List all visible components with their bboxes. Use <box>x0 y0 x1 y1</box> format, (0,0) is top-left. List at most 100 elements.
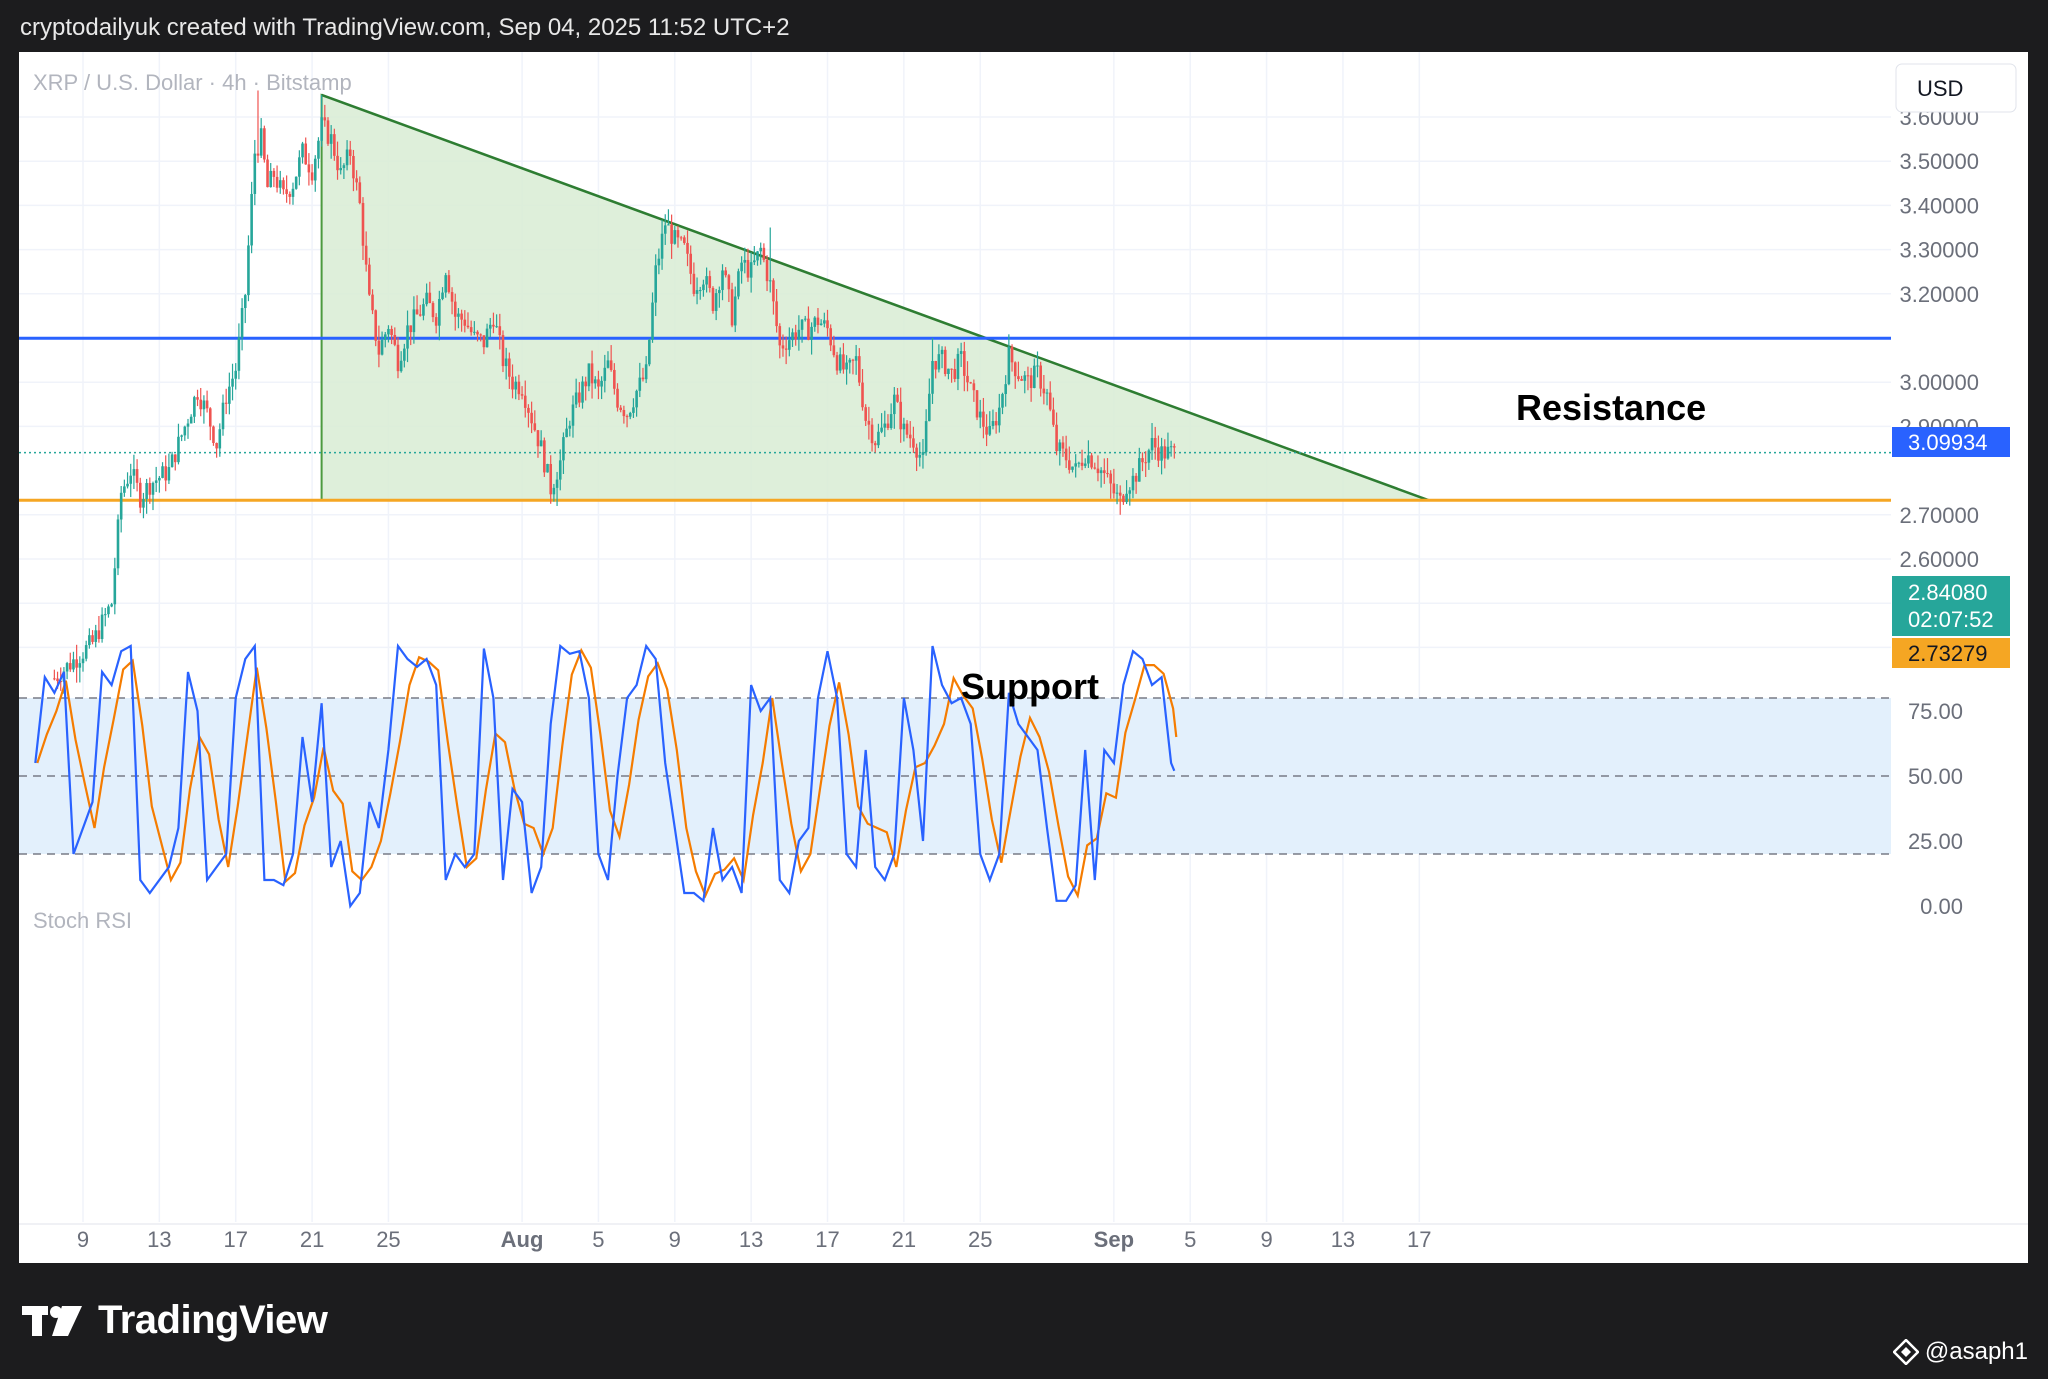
candle-body <box>310 172 314 181</box>
candle-body <box>991 421 995 426</box>
resistance-label: Resistance <box>1516 387 1706 428</box>
time-tick-label: 9 <box>1260 1227 1272 1252</box>
candle-body <box>523 395 527 408</box>
candle-body <box>1020 379 1023 381</box>
time-tick-label: 17 <box>223 1227 247 1252</box>
candle-body <box>823 320 826 324</box>
candle-body <box>466 325 470 328</box>
candle-body <box>969 382 972 384</box>
candle-body <box>415 309 419 315</box>
candle-body <box>813 317 817 327</box>
candle-body <box>880 427 883 432</box>
currency-button-label[interactable]: USD <box>1917 76 1963 101</box>
logo-stem <box>32 1305 42 1336</box>
candle-body <box>985 426 988 435</box>
candle-body <box>848 359 852 363</box>
candle-body <box>1131 475 1135 491</box>
candle-body <box>657 258 661 266</box>
candle-body <box>1087 455 1090 464</box>
candle-body <box>765 259 769 282</box>
candle-body <box>205 400 209 409</box>
candle-body <box>654 265 657 303</box>
candle-body <box>578 392 581 403</box>
candle-body <box>781 345 785 349</box>
candle-body <box>832 345 836 356</box>
chart-panel[interactable]: 3.60000 3.50000 3.40000 3.30000 3.20000 3.000… <box>19 52 2028 1263</box>
candle-body <box>326 120 330 144</box>
candle-body <box>886 423 890 428</box>
candle-body <box>352 155 355 179</box>
candle-body <box>329 134 333 144</box>
candle-body <box>574 392 578 405</box>
candle-body <box>482 335 486 348</box>
candle-body <box>899 401 902 430</box>
candle-body <box>457 313 460 317</box>
candle-body <box>644 364 648 380</box>
candle-body <box>689 253 692 274</box>
candle-body <box>756 251 759 261</box>
price-tick-label: 2.70000 <box>1899 503 1979 528</box>
rsi-tick-label: 25.00 <box>1908 829 1963 854</box>
candle-body <box>161 466 164 478</box>
candle-body <box>641 377 645 380</box>
candle-body <box>247 245 250 296</box>
candle-body <box>838 354 842 371</box>
candle-body <box>648 339 651 365</box>
candle-body <box>660 233 664 259</box>
candle-body <box>78 663 82 668</box>
currency-button[interactable]: USD <box>1895 63 2017 113</box>
candle-body <box>702 284 705 291</box>
candle-body <box>135 469 139 483</box>
candle-body <box>142 498 145 508</box>
candle-body <box>810 326 813 340</box>
candle-body <box>638 377 642 391</box>
candle-body <box>1045 392 1049 394</box>
resistance-price-tag-text: 3.09934 <box>1908 430 1988 455</box>
rsi-tick-label: 75.00 <box>1908 699 1963 724</box>
candle-body <box>1068 460 1071 470</box>
candle-body <box>403 348 406 361</box>
candle-body <box>867 420 871 425</box>
candle-body <box>444 275 448 293</box>
candle-body <box>753 260 756 263</box>
candle-body <box>103 614 107 616</box>
candle-body <box>998 407 1001 426</box>
candles-layer <box>53 90 1176 694</box>
candle-body <box>727 275 731 290</box>
candle-body <box>536 430 540 447</box>
candle-body <box>1112 483 1116 494</box>
candle-body <box>1048 392 1052 410</box>
candle-body <box>768 280 772 282</box>
candle-body <box>972 383 976 391</box>
author-handle: @asaph1 <box>1924 1338 2028 1365</box>
candle-body <box>138 482 142 508</box>
candle-body <box>896 394 899 402</box>
chart-canvas[interactable]: 3.600003.500003.400003.300003.200003.000… <box>19 52 2028 1263</box>
candle-body <box>1010 346 1014 363</box>
candle-body <box>530 412 533 424</box>
candle-body <box>918 454 922 458</box>
currency-button-bg[interactable] <box>1895 63 2017 113</box>
candle-body <box>1106 473 1109 475</box>
tradingview-logo-icon <box>22 1305 82 1336</box>
candle-body <box>533 423 537 431</box>
candle-body <box>151 482 155 495</box>
candle-body <box>154 480 158 483</box>
candle-body <box>275 176 279 188</box>
candle-body <box>994 421 998 426</box>
candle-body <box>1061 442 1065 449</box>
candle-body <box>75 659 78 668</box>
candle-body <box>196 397 199 400</box>
candle-body <box>291 188 295 197</box>
time-tick-label: 17 <box>1407 1227 1431 1252</box>
support-price-tag: 2.73279 <box>1892 638 2010 668</box>
time-tick-label: 13 <box>147 1227 171 1252</box>
candle-body <box>348 149 352 156</box>
candle-body <box>463 319 467 326</box>
candle-body <box>304 143 308 165</box>
candle-body <box>399 360 403 372</box>
candle-body <box>259 128 263 156</box>
candle-body <box>1134 475 1138 482</box>
candle-body <box>368 264 371 295</box>
time-tick-label: Sep <box>1094 1227 1134 1252</box>
